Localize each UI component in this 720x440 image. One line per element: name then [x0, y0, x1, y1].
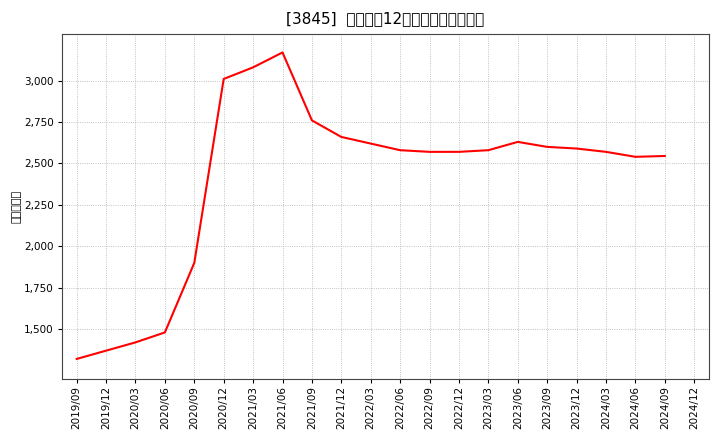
- Title: [3845]  売上高の12か月移動合計の推移: [3845] 売上高の12か月移動合計の推移: [287, 11, 485, 26]
- Y-axis label: （百万円）: （百万円）: [11, 190, 21, 223]
